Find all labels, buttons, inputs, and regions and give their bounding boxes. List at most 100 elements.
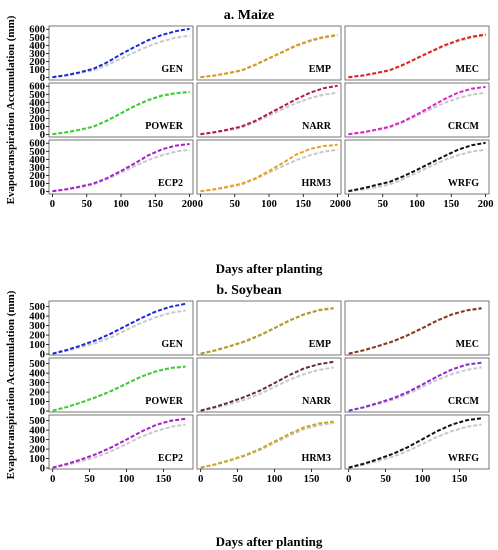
panel-frame: [48, 25, 194, 81]
series-line-mec: [348, 33, 486, 79]
y-axis-label: Evapotranspiration Accumulation (mm): [5, 290, 17, 479]
panel-label: WRFG: [448, 453, 479, 464]
x-tick-label: 50: [377, 199, 388, 210]
panel-mec: MEC: [344, 300, 490, 356]
x-axis-label: Days after planting: [216, 534, 323, 549]
x-tick-label: 50: [232, 474, 243, 485]
y-tick-label: 500: [29, 147, 45, 158]
reference-series-line: [52, 148, 190, 193]
panel-label: ECP2: [158, 178, 183, 189]
panel-frame: [196, 25, 342, 81]
y-axis-label: Evapotranspiration Accumulation (mm): [5, 15, 17, 204]
y-tick-label: 300: [29, 435, 45, 446]
panel-frame: [344, 82, 490, 138]
panel-frame: [48, 357, 194, 413]
y-tick-label: 0: [40, 130, 45, 141]
y-tick-label: 300: [29, 378, 45, 389]
panel-hrm3: 0 50 100 150 HRM3: [196, 414, 342, 485]
panel-frame: [344, 300, 490, 356]
panel-label: MEC: [456, 339, 479, 350]
x-tick-label: 0: [50, 199, 55, 210]
x-tick-label: 0: [198, 199, 203, 210]
chart-title: a. Maize: [224, 8, 275, 23]
panel-label: CRCM: [448, 121, 480, 132]
y-tick-label: 200: [29, 114, 45, 125]
panel-label: EMP: [309, 64, 331, 75]
panel-frame: [196, 139, 342, 195]
panel-label: ECP2: [158, 453, 183, 464]
panel-label: HRM3: [302, 178, 331, 189]
x-tick-label: 50: [229, 199, 240, 210]
x-tick-label: 100: [267, 474, 283, 485]
y-tick-label: 300: [29, 106, 45, 117]
y-tick-label: 100: [29, 122, 45, 133]
chart-maize: a. Maize Evapotranspiration Accumulation …: [5, 8, 493, 276]
panel-frame: [196, 82, 342, 138]
reference-series-line: [348, 366, 482, 412]
panel-emp: EMP: [196, 25, 342, 81]
panel-label: NARR: [302, 396, 332, 407]
panel-frame: [344, 25, 490, 81]
series-line-hrm3: [200, 143, 338, 193]
panel-label: WRFG: [448, 178, 479, 189]
series-line-gen: [52, 27, 190, 79]
panel-frame: [48, 139, 194, 195]
y-tick-label: 0: [40, 464, 45, 475]
y-tick-label: 100: [29, 454, 45, 465]
panel-crcm: CRCM: [344, 357, 490, 413]
panel-label: MEC: [456, 64, 479, 75]
reference-series-line: [348, 423, 482, 469]
x-tick-label: 100: [409, 199, 425, 210]
reference-series-line: [52, 423, 186, 469]
x-tick-label: 100: [119, 474, 135, 485]
y-tick-label: 0: [40, 73, 45, 84]
chart-title: b. Soybean: [216, 283, 282, 298]
panel-hrm3: 0 50 100 150 200 HRM3: [196, 139, 345, 210]
x-tick-label: 200: [478, 199, 494, 210]
series-line-wrfg: [348, 417, 482, 469]
panel-label: POWER: [145, 396, 184, 407]
x-tick-label: 100: [415, 474, 431, 485]
panel-narr: NARR: [196, 82, 342, 138]
x-tick-label: 200: [182, 199, 198, 210]
panel-frame: [48, 82, 194, 138]
x-tick-label: 150: [156, 474, 172, 485]
reference-series-line: [200, 91, 338, 136]
y-tick-label: 400: [29, 155, 45, 166]
y-tick-label: 0: [40, 187, 45, 198]
x-tick-label: 150: [304, 474, 320, 485]
panel-label: NARR: [302, 121, 332, 132]
panel-frame: [344, 139, 490, 195]
x-tick-label: 50: [380, 474, 391, 485]
reference-series-line: [52, 309, 186, 355]
panel-frame: [196, 300, 342, 356]
y-tick-label: 0: [40, 350, 45, 361]
y-tick-label: 400: [29, 312, 45, 323]
chart-soybean: b. Soybean Evapotranspiration Accumulatio…: [5, 283, 490, 549]
y-tick-label: 200: [29, 57, 45, 68]
y-tick-label: 500: [29, 33, 45, 44]
x-tick-label: 100: [113, 199, 129, 210]
y-tick-label: 100: [29, 340, 45, 351]
series-line-narr: [200, 84, 338, 136]
y-tick-label: 200: [29, 331, 45, 342]
panel-label: HRM3: [302, 453, 331, 464]
y-tick-label: 0: [40, 407, 45, 418]
reference-series-line: [200, 366, 334, 412]
panel-label: POWER: [145, 121, 184, 132]
series-line-crcm: [348, 86, 486, 136]
y-tick-label: 300: [29, 321, 45, 332]
x-tick-label: 50: [81, 199, 92, 210]
y-tick-label: 100: [29, 65, 45, 76]
y-tick-label: 400: [29, 369, 45, 380]
x-tick-label: 0: [50, 474, 55, 485]
y-tick-label: 300: [29, 163, 45, 174]
series-line-wrfg: [348, 141, 486, 193]
